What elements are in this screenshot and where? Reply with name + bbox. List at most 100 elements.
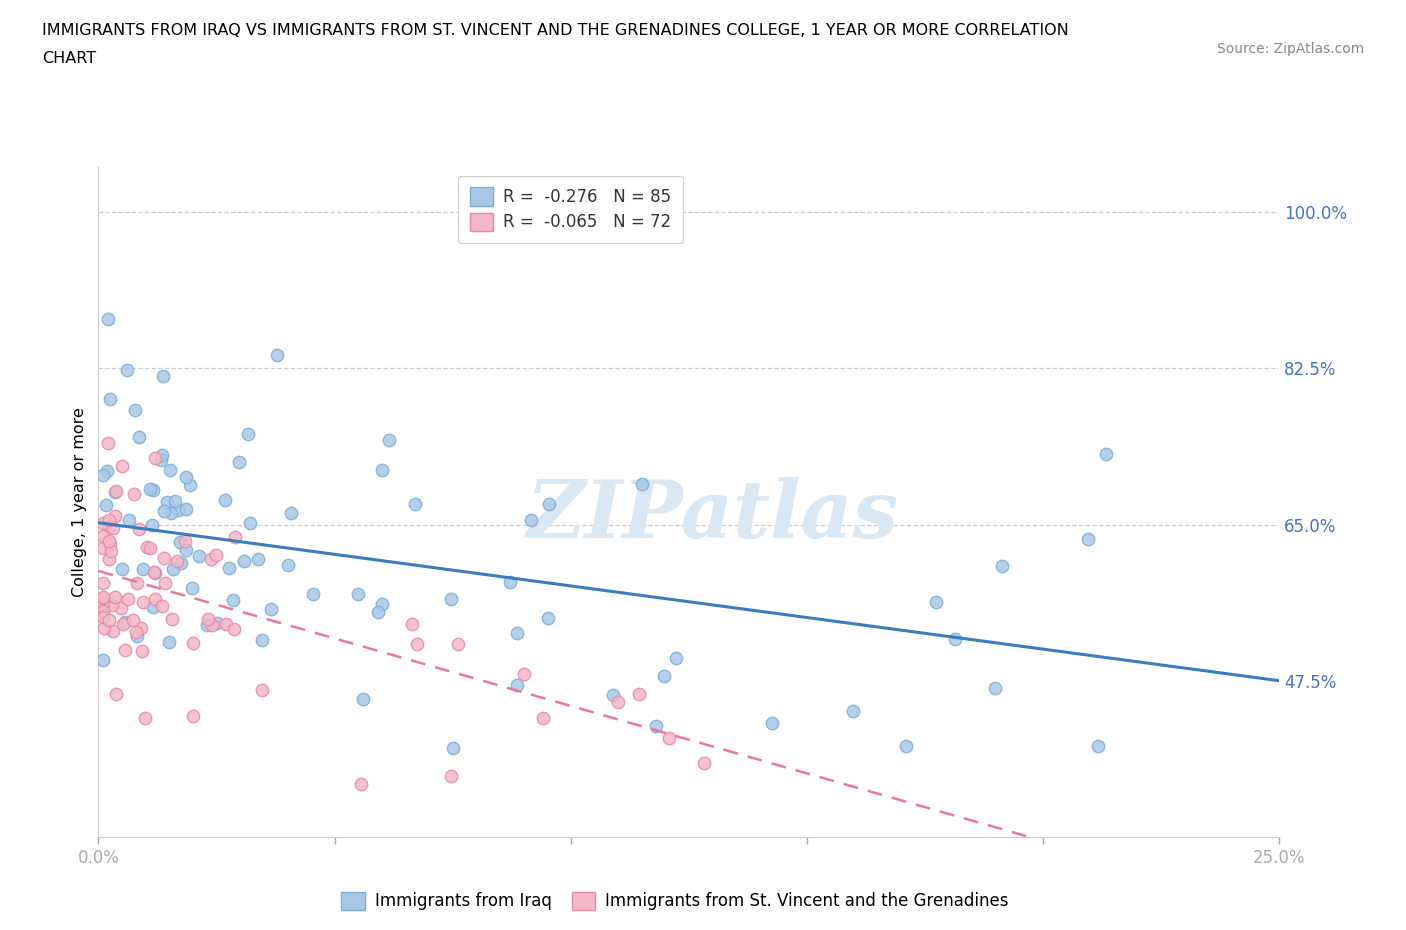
Point	[842, 704, 865, 719]
Point	[114, 643, 136, 658]
Point	[105, 686, 128, 701]
Point	[103, 521, 125, 536]
Point	[143, 451, 166, 466]
Point	[141, 518, 163, 533]
Point	[692, 756, 714, 771]
Point	[143, 565, 166, 580]
Legend: R =  -0.276   N = 85, R =  -0.065   N = 72: R = -0.276 N = 85, R = -0.065 N = 72	[458, 176, 683, 243]
Point	[91, 590, 114, 604]
Point	[91, 652, 114, 667]
Point	[174, 543, 197, 558]
Point	[153, 503, 176, 518]
Point	[132, 562, 155, 577]
Point	[224, 530, 246, 545]
Point	[165, 494, 187, 509]
Point	[371, 596, 394, 611]
Legend: Immigrants from Iraq, Immigrants from St. Vincent and the Grenadines: Immigrants from Iraq, Immigrants from St…	[335, 885, 1015, 917]
Point	[122, 486, 145, 501]
Point	[205, 547, 228, 562]
Point	[440, 768, 463, 783]
Point	[499, 575, 522, 590]
Text: CHART: CHART	[42, 51, 96, 66]
Point	[894, 738, 917, 753]
Point	[167, 502, 190, 517]
Point	[990, 558, 1012, 573]
Point	[627, 686, 650, 701]
Point	[101, 597, 124, 612]
Point	[440, 591, 463, 606]
Point	[214, 493, 236, 508]
Point	[644, 718, 666, 733]
Point	[924, 594, 946, 609]
Point	[125, 625, 148, 640]
Point	[447, 637, 470, 652]
Point	[506, 625, 529, 640]
Point	[187, 549, 209, 564]
Point	[91, 468, 114, 483]
Point	[143, 591, 166, 606]
Point	[100, 543, 122, 558]
Point	[128, 430, 150, 445]
Y-axis label: College, 1 year or more: College, 1 year or more	[72, 407, 87, 597]
Point	[98, 537, 121, 551]
Point	[98, 392, 121, 406]
Point	[96, 498, 118, 512]
Point	[347, 587, 370, 602]
Point	[91, 515, 114, 530]
Point	[520, 512, 543, 527]
Point	[401, 617, 423, 631]
Point	[200, 551, 222, 566]
Point	[98, 512, 121, 527]
Point	[239, 515, 262, 530]
Point	[222, 592, 245, 607]
Point	[350, 777, 373, 791]
Point	[160, 506, 183, 521]
Point	[125, 628, 148, 643]
Point	[104, 485, 127, 499]
Point	[91, 529, 114, 544]
Point	[441, 740, 464, 755]
Point	[169, 535, 191, 550]
Point	[181, 635, 204, 650]
Point	[98, 613, 121, 628]
Point	[370, 462, 392, 477]
Point	[152, 369, 174, 384]
Point	[984, 680, 1007, 695]
Point	[124, 403, 146, 418]
Point	[153, 551, 176, 565]
Point	[531, 711, 554, 725]
Point	[174, 534, 197, 549]
Point	[134, 711, 156, 725]
Point	[91, 576, 114, 591]
Point	[181, 709, 204, 724]
Point	[761, 715, 783, 730]
Point	[132, 595, 155, 610]
Point	[512, 666, 534, 681]
Point	[665, 651, 688, 666]
Point	[142, 483, 165, 498]
Point	[135, 539, 157, 554]
Point	[101, 624, 124, 639]
Point	[652, 669, 675, 684]
Point	[98, 551, 121, 566]
Point	[166, 553, 188, 568]
Point	[97, 436, 120, 451]
Point	[367, 604, 389, 619]
Point	[91, 608, 114, 623]
Point	[139, 540, 162, 555]
Point	[405, 636, 427, 651]
Point	[112, 617, 135, 631]
Point	[260, 602, 283, 617]
Point	[150, 448, 173, 463]
Point	[197, 612, 219, 627]
Point	[127, 576, 149, 591]
Point	[302, 587, 325, 602]
Point	[111, 562, 134, 577]
Point	[143, 565, 166, 579]
Point	[159, 635, 181, 650]
Point	[215, 617, 238, 631]
Point	[91, 609, 114, 624]
Point	[238, 426, 260, 441]
Point	[98, 533, 121, 548]
Point	[224, 622, 246, 637]
